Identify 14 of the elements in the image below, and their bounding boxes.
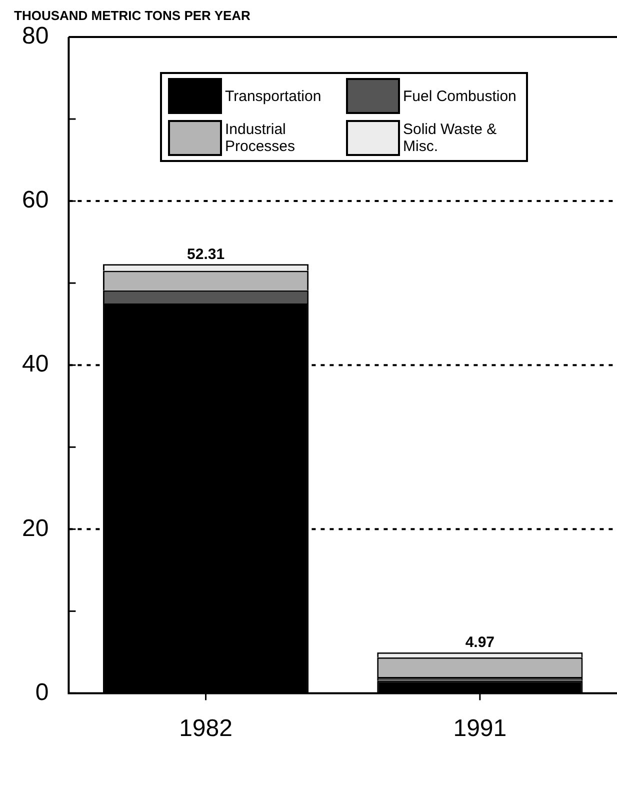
y-tick-label: 0: [35, 678, 49, 706]
total-label: 4.97: [465, 634, 495, 652]
x-tick-label: 1982: [179, 715, 232, 742]
legend-label: Fuel Combustion: [403, 88, 516, 104]
x-tick-label: 1991: [453, 715, 507, 742]
legend-label: Solid Waste & Misc.: [403, 121, 498, 155]
legend-label: Industrial Processes: [225, 121, 296, 155]
total-label: 52.31: [187, 246, 225, 263]
y-tick-label: 60: [22, 186, 49, 214]
y-axis-title: THOUSAND METRIC TONS PER YEAR: [14, 8, 250, 23]
y-tick-label: 40: [22, 350, 49, 378]
y-tick-label: 20: [22, 514, 49, 542]
legend-label: Transportation: [225, 88, 322, 104]
y-tick-label: 80: [22, 22, 49, 50]
